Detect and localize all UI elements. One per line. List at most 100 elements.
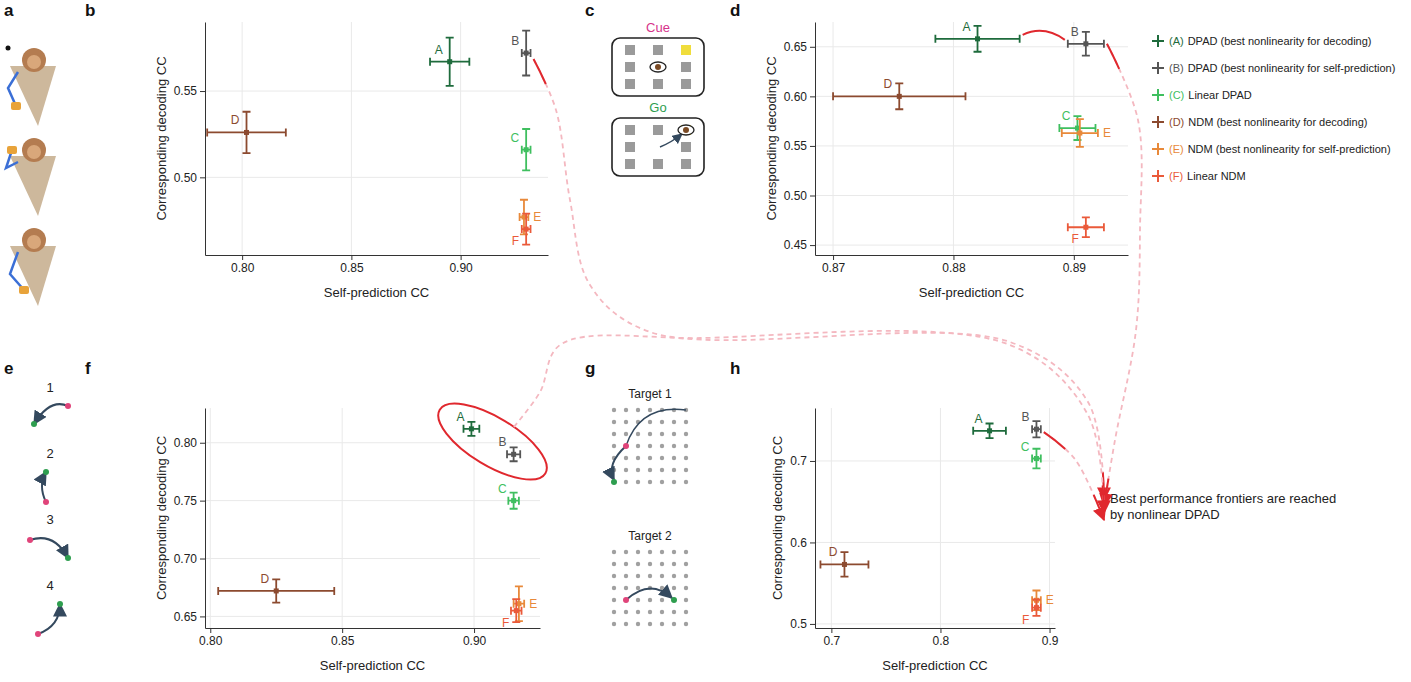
grid-dot <box>612 550 616 554</box>
tick-mark <box>810 96 815 97</box>
grid-dot <box>660 562 664 566</box>
grid-dot <box>624 480 628 484</box>
tick: 0.80 <box>231 255 255 275</box>
grid-dot <box>648 480 652 484</box>
panel-letter: e <box>4 359 13 378</box>
tick-mark <box>810 624 815 625</box>
grid-dot <box>672 610 676 614</box>
tick-label: 0.80 <box>199 634 223 648</box>
grid-dot <box>672 432 676 436</box>
monkey-hand <box>19 286 29 294</box>
error-bar-y <box>522 31 530 76</box>
grid-dot <box>624 550 628 554</box>
grid-dot <box>648 432 652 436</box>
legend-marker <box>1152 143 1164 155</box>
tick: 0.55 <box>784 139 815 153</box>
error-bar-y <box>1032 421 1040 437</box>
legend-text: DPAD (best nonlinearity for self-predict… <box>1188 62 1396 74</box>
illustration-e: 1234 <box>27 380 71 637</box>
grid-line <box>242 22 243 255</box>
grid-dot <box>684 622 688 626</box>
point-label: C <box>510 131 519 145</box>
monkey <box>10 228 56 306</box>
tick-mark <box>200 177 205 178</box>
grid-dot <box>684 562 688 566</box>
stimulus <box>625 142 635 152</box>
annotation-curve-accent <box>534 59 1104 500</box>
panel-letter: f <box>85 359 91 378</box>
grid-dot <box>624 408 628 412</box>
axis: 0.870.880.89 <box>816 255 1129 275</box>
monkey-face <box>27 55 41 69</box>
point <box>524 147 529 152</box>
tick: 0.85 <box>331 628 355 648</box>
point <box>447 59 452 64</box>
annotation-curve <box>534 59 1104 500</box>
grid-dot <box>660 574 664 578</box>
grid-dot <box>684 574 688 578</box>
grid-dot <box>660 598 664 602</box>
grid-dot <box>612 562 616 566</box>
tick: 0.90 <box>463 628 487 648</box>
tick-mark <box>833 255 834 260</box>
tick-mark <box>940 628 941 633</box>
legend-text: Linear NDM <box>1187 170 1246 182</box>
error-bar-y <box>510 447 518 461</box>
tick-mark <box>200 559 205 560</box>
series <box>1062 119 1098 147</box>
grid-dot <box>684 432 688 436</box>
grid-dot <box>672 420 676 424</box>
stimulus <box>681 62 691 72</box>
legend-entry: (D)NDM (best nonlinearity for decoding) <box>1152 116 1367 128</box>
axis-line <box>205 409 206 629</box>
grid-line <box>351 22 352 255</box>
tick: 0.90 <box>449 255 473 275</box>
tick: 0.50 <box>174 171 205 185</box>
grid-dot <box>648 444 652 448</box>
tick: 0.8 <box>933 628 950 648</box>
tick-mark <box>953 255 954 260</box>
grid-dot <box>636 432 640 436</box>
grid <box>815 22 1128 255</box>
point-labels: ABCDEF <box>261 410 538 630</box>
grid-dot <box>648 420 652 424</box>
grid-dot <box>660 468 664 472</box>
eye <box>650 62 666 72</box>
grid-dot <box>636 622 640 626</box>
pupil <box>683 127 689 133</box>
grid-dot <box>648 408 652 412</box>
series <box>1032 421 1041 437</box>
point <box>514 608 519 613</box>
error-bar-y <box>510 493 518 509</box>
error-bar-y <box>467 422 475 436</box>
grid-dot <box>612 420 616 424</box>
tick-label: 0.88 <box>942 261 966 275</box>
monkey <box>8 48 56 126</box>
point-label: D <box>261 572 270 586</box>
point-label: A <box>975 412 983 426</box>
monkey-hand <box>11 102 21 110</box>
grid-dot <box>624 456 628 460</box>
series <box>522 214 531 245</box>
x-axis-title: Self-prediction CC <box>320 658 426 673</box>
tick-label: 0.5 <box>790 617 807 631</box>
end-dot <box>65 555 71 561</box>
end-dot <box>611 479 617 485</box>
grid-dot <box>624 610 628 614</box>
grid-dot <box>636 468 640 472</box>
grid-line <box>815 46 1128 47</box>
point-label: E <box>1046 593 1054 607</box>
series <box>522 129 531 170</box>
grid-dot <box>612 432 616 436</box>
panel-letter: h <box>730 359 740 378</box>
tick: 0.60 <box>784 90 815 104</box>
saccade <box>660 134 682 147</box>
grid-dot <box>624 574 628 578</box>
tick-mark <box>200 443 205 444</box>
grid-line <box>205 616 540 617</box>
tick-label: 0.89 <box>1063 261 1087 275</box>
tick-label: 0.9 <box>1042 634 1059 648</box>
grid-dot <box>624 420 628 424</box>
legend-entry: (B)DPAD (best nonlinearity for self-pred… <box>1152 62 1395 74</box>
task-label: Cue <box>646 20 670 35</box>
